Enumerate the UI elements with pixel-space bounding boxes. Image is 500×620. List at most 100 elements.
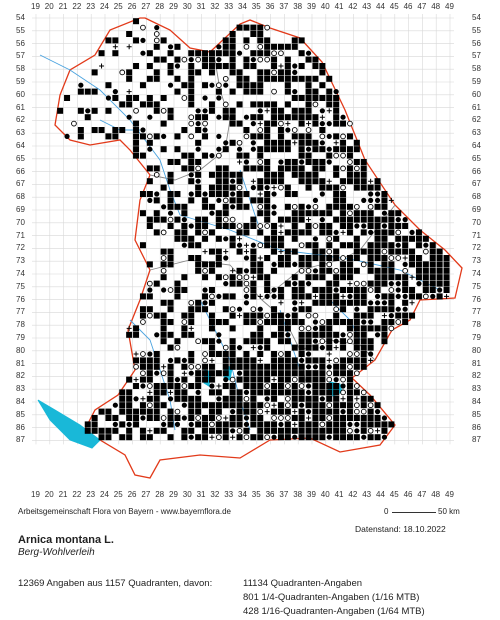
record-filled-circle <box>126 421 132 427</box>
record-square <box>105 427 112 434</box>
record-square <box>381 197 388 204</box>
record-plus <box>278 63 284 69</box>
record-square <box>367 408 374 415</box>
record-square <box>250 383 257 389</box>
record-open-circle <box>160 107 167 114</box>
record-square <box>208 319 215 325</box>
record-square <box>367 242 374 249</box>
record-square <box>381 319 388 325</box>
record-square <box>340 338 347 345</box>
record-open-circle <box>188 120 195 127</box>
record-square <box>229 280 236 287</box>
record-filled-circle <box>112 89 118 95</box>
record-filled-circle <box>230 204 236 210</box>
record-square <box>360 415 367 421</box>
record-square <box>250 370 257 377</box>
record-square <box>188 351 195 357</box>
record-square <box>319 363 326 370</box>
record-square <box>202 338 209 345</box>
lake-bodensee <box>37 399 101 449</box>
record-square <box>277 287 284 293</box>
record-square <box>346 274 353 281</box>
record-square <box>153 69 160 76</box>
record-square <box>208 370 215 377</box>
record-open-circle <box>229 306 236 313</box>
record-square <box>105 408 112 415</box>
record-square <box>153 312 160 319</box>
record-square <box>243 357 250 364</box>
record-square <box>388 267 395 274</box>
record-square <box>291 415 298 421</box>
record-square <box>353 312 360 319</box>
record-square <box>215 421 222 428</box>
record-square <box>222 210 229 217</box>
record-square <box>277 383 284 389</box>
record-open-circle <box>347 120 353 127</box>
record-plus <box>250 274 256 280</box>
record-plus <box>230 434 236 440</box>
record-filled-circle <box>223 281 229 287</box>
record-plus <box>444 293 450 299</box>
record-square <box>284 69 291 76</box>
record-open-circle <box>202 120 208 127</box>
record-filled-circle <box>181 357 187 363</box>
y-axis-label-right: 80 <box>472 345 481 355</box>
record-open-circle <box>160 370 167 377</box>
record-filled-circle <box>333 229 339 235</box>
record-square <box>153 408 160 415</box>
record-square <box>326 267 333 274</box>
record-square <box>360 184 367 191</box>
record-square <box>146 95 153 101</box>
record-square <box>284 370 291 377</box>
record-open-circle <box>305 325 312 332</box>
record-open-circle <box>243 280 250 287</box>
record-square <box>291 75 298 82</box>
record-open-circle <box>395 229 402 236</box>
record-square <box>160 331 167 338</box>
y-axis-label-right: 63 <box>472 128 481 138</box>
record-square <box>153 133 160 140</box>
record-square <box>208 184 215 191</box>
record-square <box>181 203 188 210</box>
record-square <box>257 69 264 76</box>
record-filled-circle <box>361 434 367 440</box>
record-square <box>181 376 188 383</box>
record-filled-circle <box>374 191 381 197</box>
record-square <box>333 383 340 389</box>
record-square <box>305 395 312 402</box>
record-square <box>160 184 167 191</box>
record-square <box>340 421 347 428</box>
record-square <box>298 139 305 146</box>
record-square <box>195 267 202 274</box>
record-square <box>222 107 229 114</box>
y-axis-label-right: 69 <box>472 205 481 214</box>
record-square <box>312 63 319 69</box>
record-square <box>202 293 209 300</box>
record-square <box>195 370 202 377</box>
record-square <box>271 351 278 357</box>
record-square <box>367 421 374 428</box>
record-square <box>402 287 409 293</box>
record-open-circle <box>140 24 146 31</box>
record-filled-circle <box>326 434 332 440</box>
record-square <box>181 287 188 293</box>
record-square <box>333 120 340 127</box>
record-square <box>388 242 395 249</box>
record-square <box>284 191 291 197</box>
record-square <box>284 146 291 153</box>
record-open-circle <box>229 376 236 383</box>
record-square <box>312 389 319 396</box>
record-square <box>353 415 360 421</box>
record-open-circle <box>423 293 429 300</box>
record-square <box>160 216 167 223</box>
record-plus <box>202 249 208 255</box>
record-square <box>195 421 202 428</box>
record-filled-circle <box>147 114 153 120</box>
record-open-circle <box>181 56 188 63</box>
record-open-circle <box>298 242 305 249</box>
record-square <box>333 197 340 204</box>
x-axis-label-bottom: 25 <box>113 490 123 499</box>
y-axis-label-left: 75 <box>16 281 25 291</box>
record-open-circle <box>395 319 402 325</box>
record-square <box>98 434 105 441</box>
